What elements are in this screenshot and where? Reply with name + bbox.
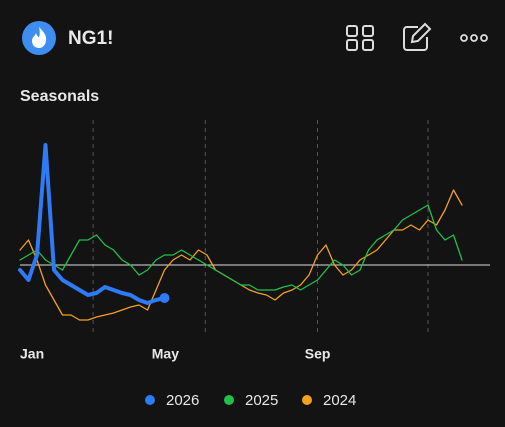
x-tick-label: May [152,346,179,362]
edit-button[interactable] [403,22,432,51]
legend-label: 2026 [166,392,199,409]
legend-item[interactable]: 2026 [145,392,199,409]
series-line [19,204,463,291]
legend-swatch [302,395,312,405]
legend-label: 2025 [245,392,278,409]
grid-button[interactable] [346,25,374,51]
flame-icon [32,27,47,48]
legend-label: 2024 [323,392,356,409]
legend-item[interactable]: 2025 [224,392,278,409]
legend-swatch [145,395,155,405]
section-title: Seasonals [20,88,99,105]
legend-item[interactable]: 2024 [302,392,356,409]
series-line [18,143,167,305]
last-point [159,293,170,303]
x-tick-label: Jan [20,346,44,362]
plot: Jan May Sep [18,120,490,362]
x-tick-label: Sep [305,346,331,362]
legend-swatch [224,395,234,405]
symbol-icon[interactable] [22,21,56,55]
symbol-title: NG1! [68,28,113,49]
more-button[interactable] [460,34,488,42]
